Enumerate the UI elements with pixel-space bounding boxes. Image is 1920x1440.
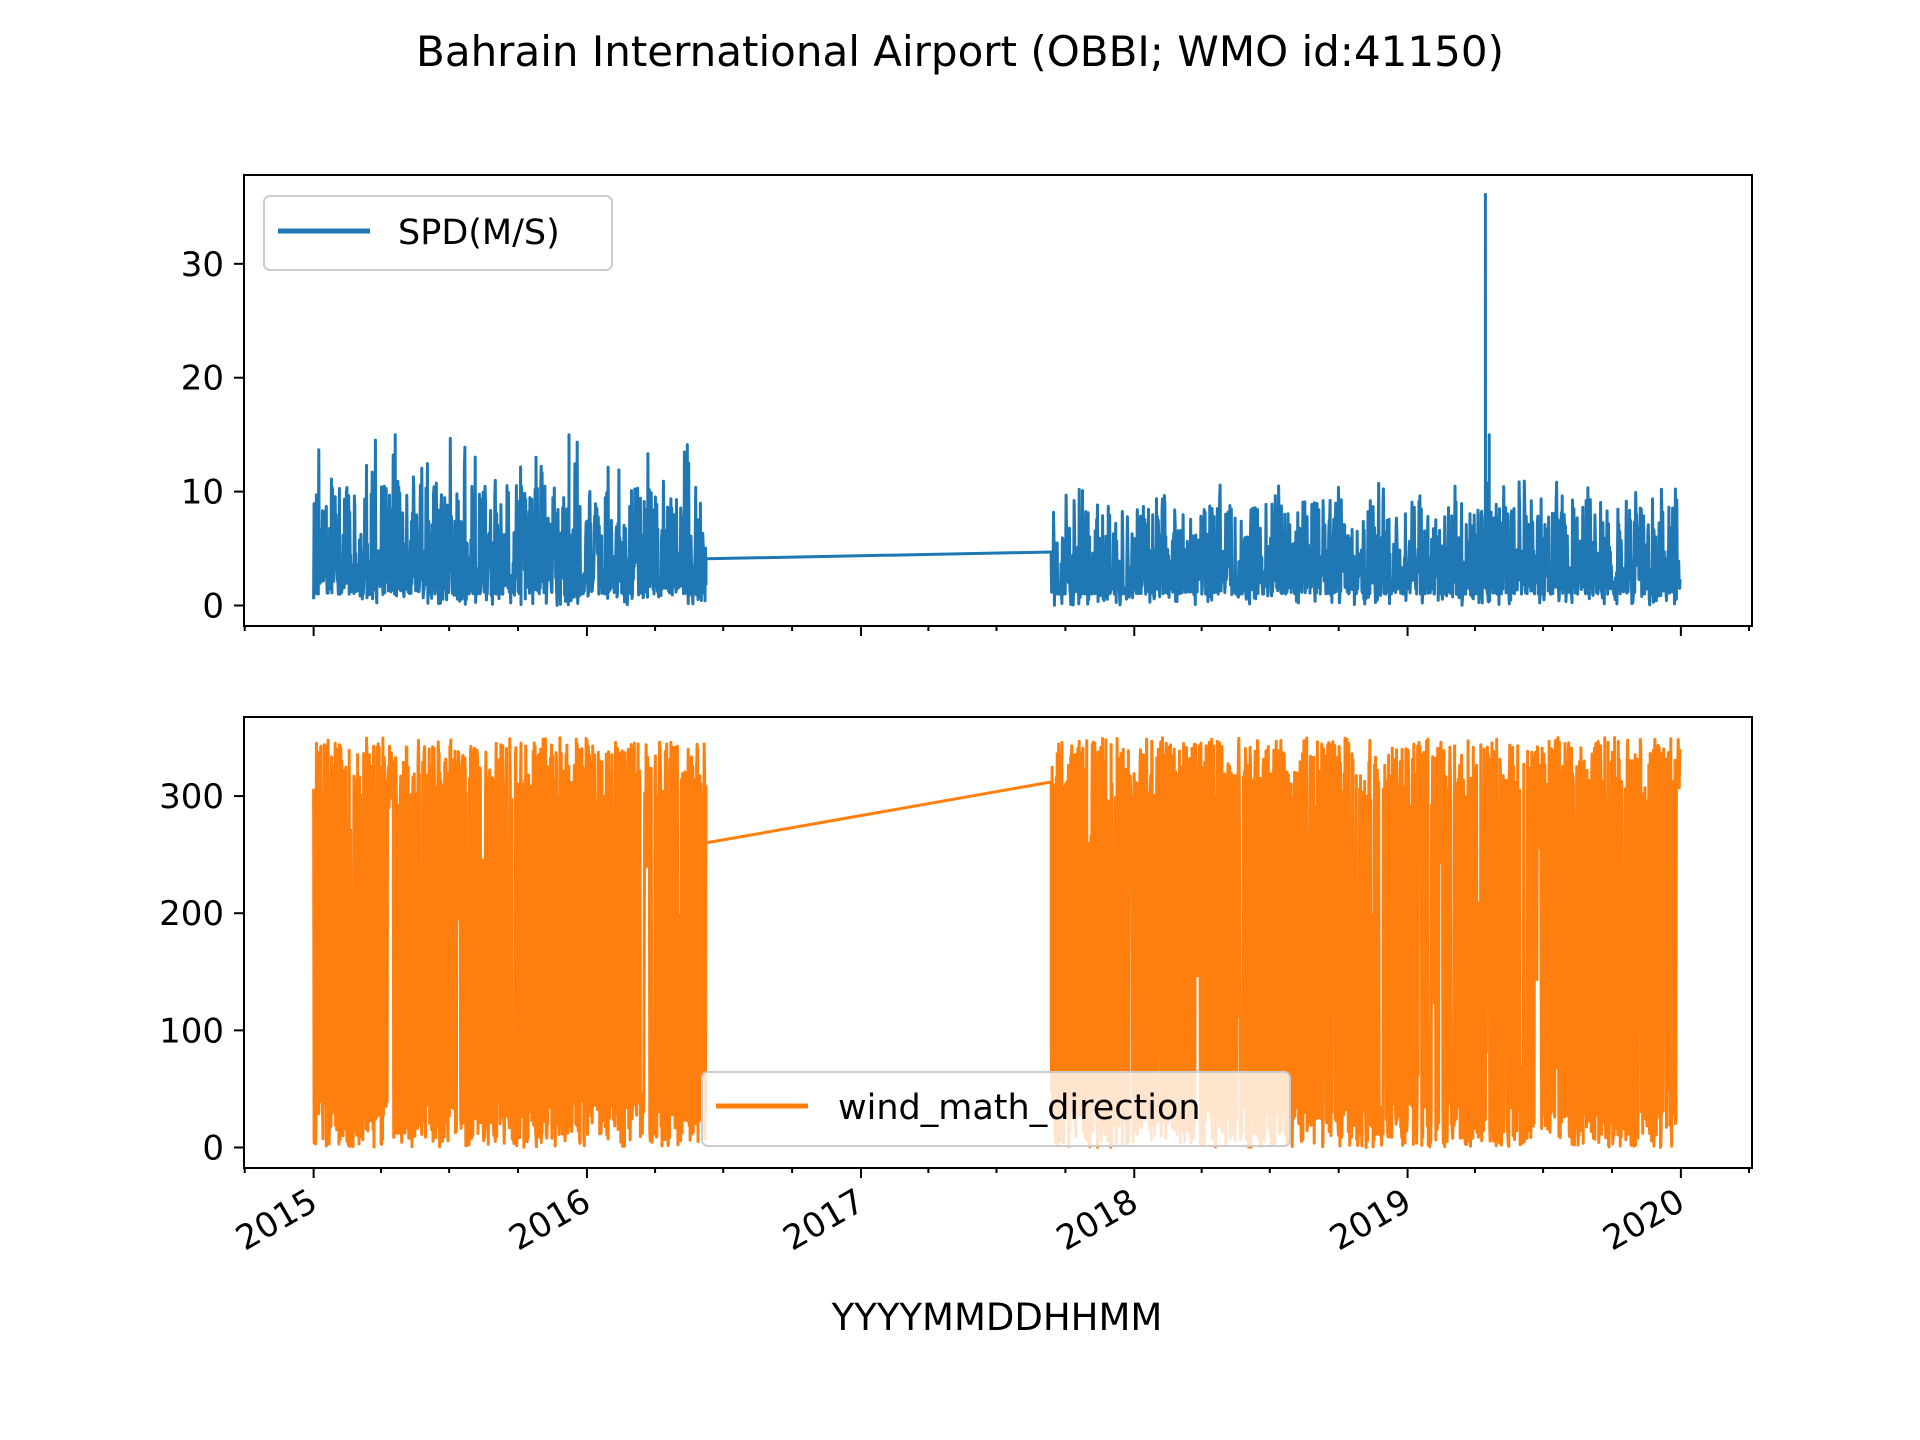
speed-series bbox=[312, 192, 1682, 607]
y-tick-label-300: 300 bbox=[159, 777, 224, 817]
y-tick-label-200: 200 bbox=[159, 894, 224, 934]
series-line-SPD(M/S) bbox=[312, 192, 1682, 607]
direction-axes-frame bbox=[243, 716, 1753, 1169]
y-tick-label-0: 0 bbox=[202, 1129, 224, 1169]
speed-y-axis: 0 10 20 30 bbox=[181, 245, 244, 627]
speed-x-axis bbox=[243, 626, 1751, 636]
series-line-wind_math_direction bbox=[312, 736, 1682, 1149]
y-tick-label-20: 20 bbox=[181, 359, 224, 399]
speed-legend: SPD(M/S) bbox=[263, 195, 613, 271]
x-axis-label: YYYYMMDDHHMM bbox=[831, 1296, 1163, 1339]
speed-legend-box bbox=[263, 195, 613, 271]
speed-legend-label: SPD(M/S) bbox=[398, 213, 560, 253]
chart-title: Bahrain International Airport (OBBI; WMO… bbox=[416, 27, 1504, 76]
y-tick-label-30: 30 bbox=[181, 245, 224, 285]
speed-axes-frame bbox=[243, 174, 1753, 627]
speed-panel: 0 10 20 30 SPD(M/S) bbox=[181, 174, 1753, 636]
direction-y-axis: 0 100 200 300 bbox=[159, 777, 244, 1169]
direction-legend-box bbox=[701, 1071, 1291, 1147]
direction-legend: wind_math_direction bbox=[701, 1071, 1291, 1147]
direction-series bbox=[312, 736, 1682, 1149]
y-tick-label-0: 0 bbox=[202, 587, 224, 627]
y-tick-label-100: 100 bbox=[159, 1011, 224, 1051]
y-tick-label-10: 10 bbox=[181, 473, 224, 513]
direction-legend-label: wind_math_direction bbox=[838, 1088, 1201, 1128]
